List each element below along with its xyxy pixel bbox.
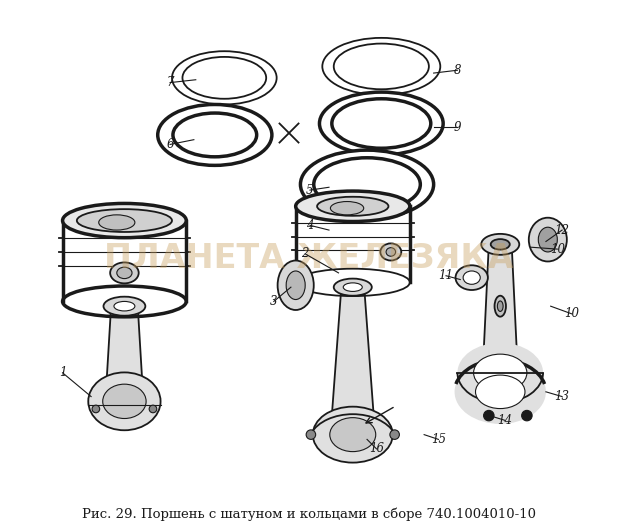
Ellipse shape bbox=[158, 104, 272, 165]
Ellipse shape bbox=[103, 384, 146, 419]
Circle shape bbox=[390, 430, 399, 439]
Ellipse shape bbox=[538, 227, 557, 252]
Ellipse shape bbox=[77, 209, 172, 232]
Text: 16: 16 bbox=[369, 443, 384, 455]
Text: 8: 8 bbox=[454, 64, 461, 77]
Polygon shape bbox=[332, 287, 374, 435]
Ellipse shape bbox=[455, 360, 546, 424]
Ellipse shape bbox=[277, 261, 314, 310]
Text: 2: 2 bbox=[302, 248, 309, 260]
Ellipse shape bbox=[117, 267, 132, 279]
Ellipse shape bbox=[114, 302, 135, 311]
Text: 4: 4 bbox=[306, 219, 314, 232]
Ellipse shape bbox=[88, 373, 161, 430]
Ellipse shape bbox=[457, 343, 543, 403]
Ellipse shape bbox=[99, 215, 135, 230]
Polygon shape bbox=[483, 244, 517, 363]
Text: 5: 5 bbox=[306, 183, 314, 197]
Text: 6: 6 bbox=[166, 138, 174, 151]
Ellipse shape bbox=[491, 239, 510, 250]
Ellipse shape bbox=[172, 51, 277, 104]
Ellipse shape bbox=[300, 150, 434, 219]
Ellipse shape bbox=[320, 92, 443, 155]
Ellipse shape bbox=[286, 271, 305, 299]
Ellipse shape bbox=[323, 38, 440, 95]
Text: 9: 9 bbox=[454, 121, 461, 134]
Circle shape bbox=[149, 405, 157, 413]
Ellipse shape bbox=[62, 204, 186, 237]
Ellipse shape bbox=[314, 158, 420, 211]
Ellipse shape bbox=[473, 354, 527, 392]
Circle shape bbox=[92, 405, 99, 413]
Ellipse shape bbox=[481, 234, 519, 255]
Ellipse shape bbox=[331, 201, 364, 215]
Circle shape bbox=[306, 430, 316, 439]
Text: 10: 10 bbox=[550, 243, 565, 255]
Text: 7: 7 bbox=[166, 76, 174, 89]
Ellipse shape bbox=[380, 243, 401, 261]
Ellipse shape bbox=[182, 57, 266, 99]
Ellipse shape bbox=[332, 99, 431, 148]
Ellipse shape bbox=[475, 375, 525, 409]
Ellipse shape bbox=[529, 218, 567, 261]
Text: 14: 14 bbox=[497, 414, 512, 427]
Text: Рис. 29. Поршень с шатуном и кольцами в сборе 740.1004010-10: Рис. 29. Поршень с шатуном и кольцами в … bbox=[82, 507, 536, 521]
Ellipse shape bbox=[313, 407, 392, 463]
Ellipse shape bbox=[103, 297, 145, 316]
Text: 13: 13 bbox=[554, 390, 570, 403]
Circle shape bbox=[484, 410, 494, 421]
Ellipse shape bbox=[330, 418, 376, 452]
Text: 1: 1 bbox=[59, 366, 66, 379]
Text: 12: 12 bbox=[554, 224, 570, 236]
Polygon shape bbox=[106, 306, 143, 401]
Ellipse shape bbox=[386, 248, 396, 256]
Ellipse shape bbox=[317, 197, 389, 216]
Ellipse shape bbox=[334, 43, 429, 89]
Text: 3: 3 bbox=[270, 295, 277, 308]
Text: 15: 15 bbox=[431, 433, 446, 446]
Ellipse shape bbox=[455, 266, 488, 290]
Ellipse shape bbox=[497, 301, 503, 312]
Ellipse shape bbox=[295, 191, 410, 222]
Text: 11: 11 bbox=[439, 269, 454, 282]
Circle shape bbox=[522, 410, 532, 421]
Ellipse shape bbox=[494, 296, 506, 316]
Ellipse shape bbox=[110, 262, 138, 284]
Ellipse shape bbox=[173, 113, 256, 157]
Ellipse shape bbox=[343, 283, 362, 292]
Text: ПЛАНЕТА ЖЕЛЕЗЯКА: ПЛАНЕТА ЖЕЛЕЗЯКА bbox=[104, 242, 514, 275]
Text: 10: 10 bbox=[564, 307, 579, 320]
Ellipse shape bbox=[463, 271, 480, 284]
Ellipse shape bbox=[334, 279, 372, 296]
